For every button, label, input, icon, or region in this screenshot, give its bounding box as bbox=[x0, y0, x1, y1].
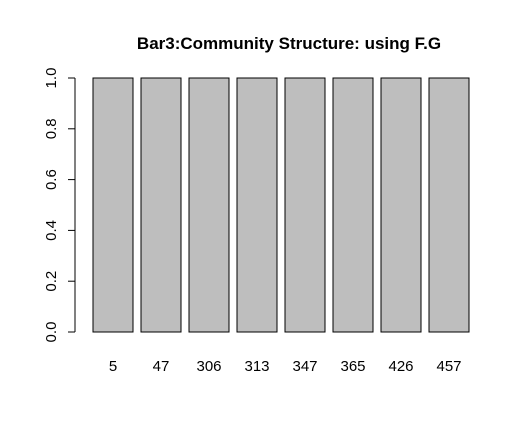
x-tick-label: 365 bbox=[340, 358, 365, 375]
chart-title: Bar3:Community Structure: using F.G bbox=[137, 34, 441, 53]
y-tick-label: 0.6 bbox=[43, 169, 60, 190]
x-tick-label: 5 bbox=[109, 358, 117, 375]
bar-47 bbox=[140, 77, 182, 333]
x-axis-labels: 5 47 306 313 347 365 426 457 bbox=[109, 358, 462, 375]
bar-347 bbox=[284, 77, 326, 333]
y-tick-label: 0.8 bbox=[43, 118, 60, 139]
x-tick-label: 426 bbox=[388, 358, 413, 375]
x-tick-label: 306 bbox=[196, 358, 221, 375]
x-tick-label: 347 bbox=[292, 358, 317, 375]
bar-365 bbox=[332, 77, 374, 333]
y-axis: 0.0 0.2 0.4 0.6 0.8 1.0 bbox=[43, 68, 76, 343]
x-tick-label: 313 bbox=[244, 358, 269, 375]
bar-306 bbox=[188, 77, 230, 333]
bar-426 bbox=[380, 77, 422, 333]
bars-group bbox=[92, 77, 470, 333]
bar-5 bbox=[92, 77, 134, 333]
x-tick-label: 457 bbox=[436, 358, 461, 375]
y-tick-label: 0.4 bbox=[43, 220, 60, 241]
y-tick-label: 1.0 bbox=[43, 68, 60, 89]
y-tick-label: 0.2 bbox=[43, 271, 60, 292]
y-tick-label: 0.0 bbox=[43, 322, 60, 343]
bar-313 bbox=[236, 77, 278, 333]
bar-457 bbox=[428, 77, 470, 333]
x-tick-label: 47 bbox=[153, 358, 170, 375]
